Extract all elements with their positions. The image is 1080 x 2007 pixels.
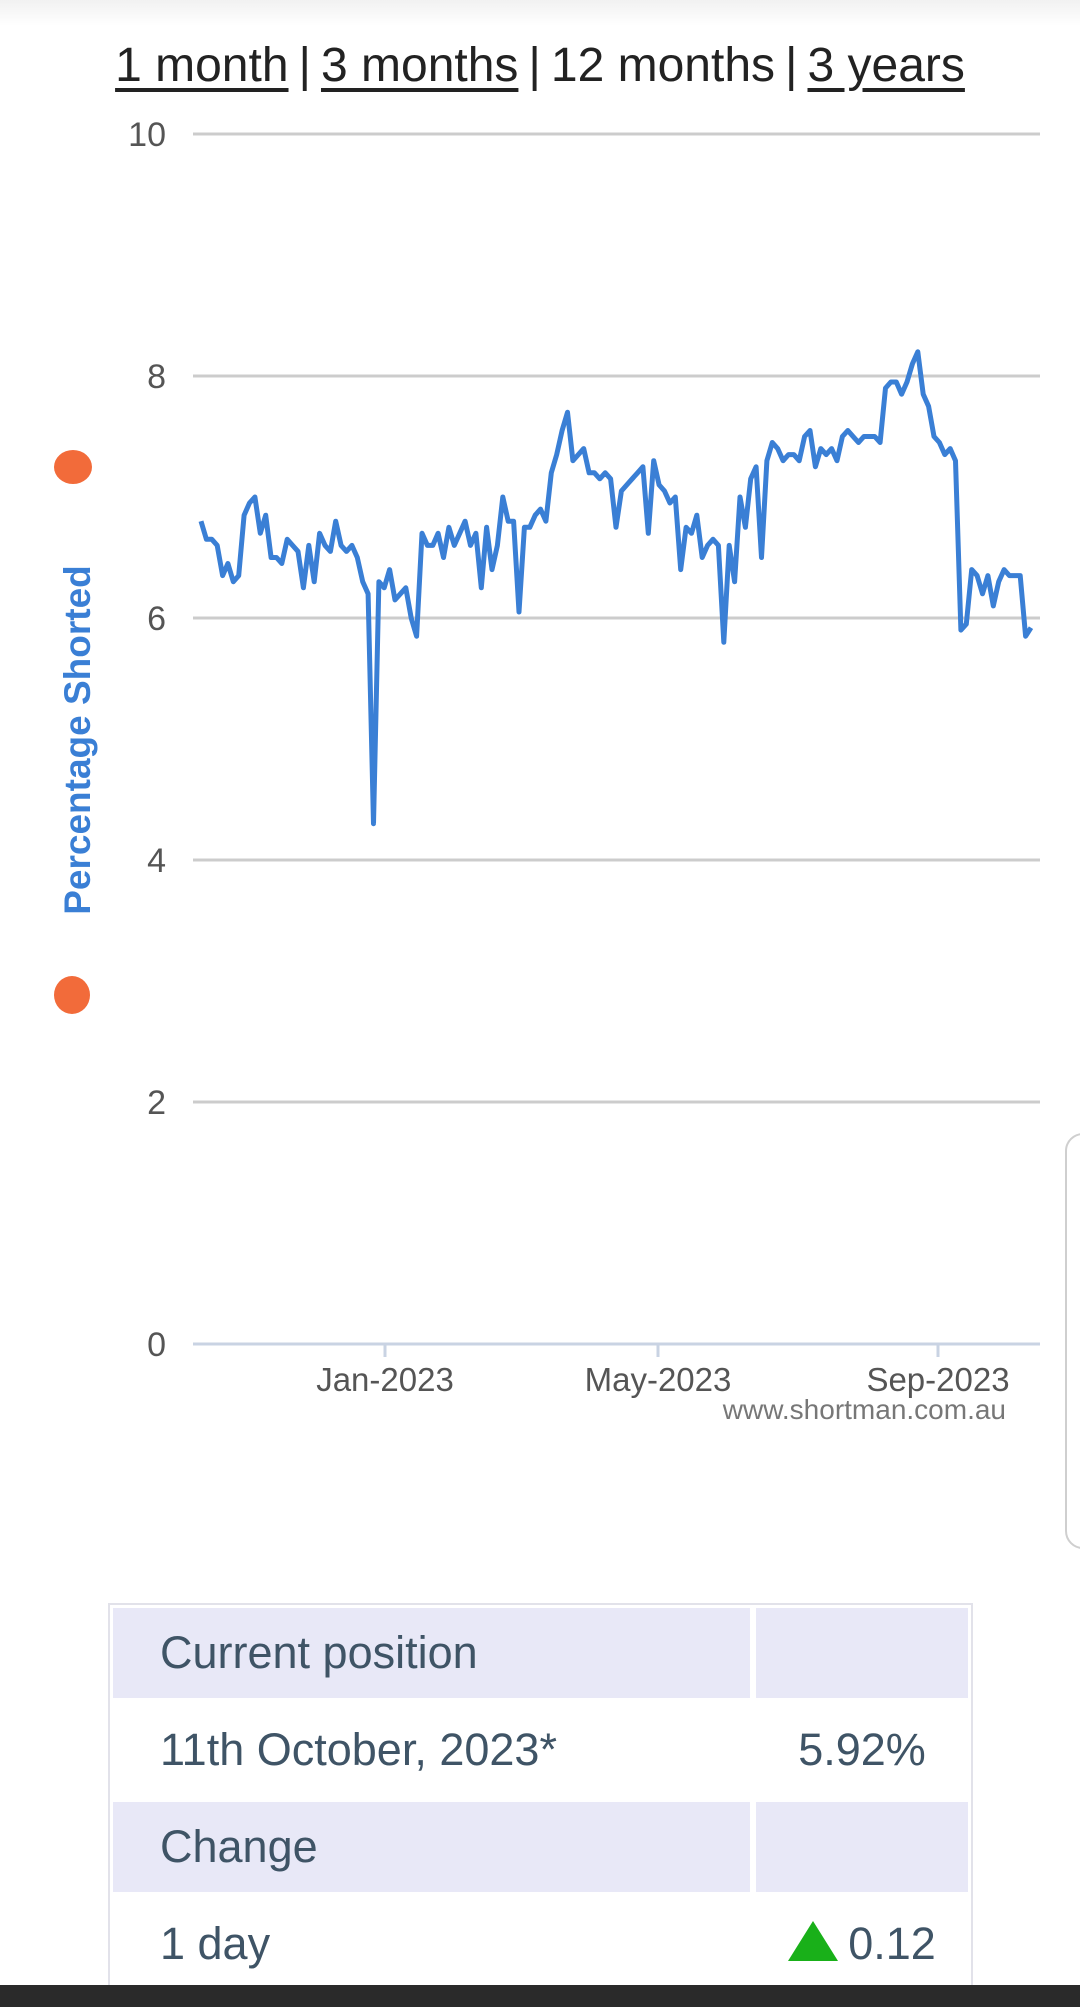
current-position-header: Current position: [113, 1608, 750, 1698]
x-axis-ticks: Jan-2023 May-2023 Sep-2023: [316, 1344, 1010, 1398]
change-value: 0.12: [848, 1918, 936, 1969]
range-3-months-link[interactable]: 3 months: [320, 39, 519, 92]
change-value-cell: 0.12: [756, 1898, 968, 1990]
y-tick-label: 2: [147, 1084, 166, 1122]
position-table: Current position 11th October, 2023* 5.9…: [108, 1603, 973, 1993]
up-arrow-icon: [788, 1921, 839, 1961]
axis-marker-top: [54, 450, 92, 484]
table-row: 11th October, 2023* 5.92%: [113, 1704, 968, 1796]
top-fade: [0, 0, 1080, 26]
table-row: Current position: [113, 1608, 968, 1698]
y-axis-ticks: 0 2 4 6 8 10: [128, 116, 166, 1364]
range-3-years-link[interactable]: 3 years: [807, 39, 965, 92]
y-tick-label: 10: [128, 116, 166, 154]
short-position-chart: 0 2 4 6 8 10 Jan-2023 May-2023 Sep-2023 Percent…: [54, 116, 1040, 1425]
table-row: Change: [113, 1802, 968, 1892]
x-tick-label: Sep-2023: [866, 1361, 1009, 1398]
scroll-handle[interactable]: [1065, 1133, 1080, 1549]
chart-grid: [193, 132, 1040, 1346]
axis-marker-bottom: [54, 976, 90, 1014]
series-line: [198, 349, 1034, 827]
time-range-nav: 1 month | 3 months | 12 months | 3 years: [0, 38, 1080, 93]
watermark: www.shortman.com.au: [722, 1394, 1006, 1425]
header-empty-cell: [756, 1608, 968, 1698]
range-1-month-link[interactable]: 1 month: [115, 39, 289, 92]
bottom-nav-bar: [0, 1985, 1080, 2007]
x-tick-label: May-2023: [585, 1361, 732, 1398]
y-tick-label: 6: [147, 600, 166, 638]
y-tick-label: 4: [147, 842, 166, 880]
nav-separator: |: [528, 39, 541, 92]
change-period-label: 1 day: [113, 1898, 750, 1990]
range-12-months-current: 12 months: [550, 39, 776, 92]
y-tick-label: 8: [147, 358, 166, 396]
position-date: 11th October, 2023*: [113, 1704, 750, 1796]
table-row: 1 day 0.12: [113, 1898, 968, 1990]
y-axis-label: Percentage Shorted: [57, 565, 98, 915]
x-tick-label: Jan-2023: [316, 1361, 454, 1398]
nav-separator: |: [298, 39, 311, 92]
nav-separator: |: [785, 39, 798, 92]
current-position-value: 5.92%: [756, 1704, 968, 1796]
change-header: Change: [113, 1802, 750, 1892]
header-empty-cell: [756, 1802, 968, 1892]
y-tick-label: 0: [147, 1326, 166, 1364]
